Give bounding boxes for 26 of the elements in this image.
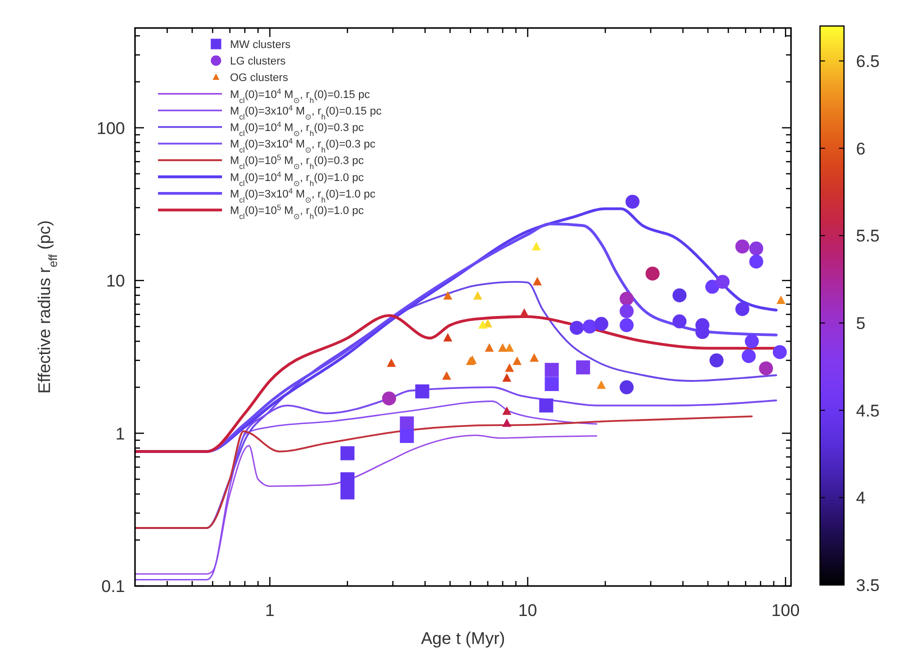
y-tick-label: 0.1 [101, 577, 125, 596]
y-tick-label: 100 [96, 118, 125, 138]
x-tick-label: 10 [518, 601, 538, 620]
text: M$_{cl}$(0)=10$^{4}$ M$_{⊙}$, r$_{h}$(0)=1.0 pc [230, 169, 364, 188]
x-axis-title: Age t (Myr) [420, 629, 506, 648]
x-tick-label: 100 [771, 601, 800, 620]
color-bar-label: 5.5 [856, 226, 880, 246]
text: M$_{cl}$(0)=10$^{4}$ M$_{⊙}$, r$_{h}$(0)=0.3 pc [230, 120, 364, 138]
text: M$_{cl}$(0)=10$^{5}$ M$_{⊙}$, r$_{h}$(0)=1.0 pc [230, 202, 364, 220]
text: M$_{cl}$(0)=10$^{4}$ M$_{⊙}$, r$_{h}$(0)=0.15 pc [230, 86, 370, 104]
text: M$_{cl}$(0)=3x10$^{4}$ M$_{⊙}$, r$_{h}$(0)=0.15 pc [230, 102, 382, 121]
legend-label: LG clusters [230, 56, 286, 68]
color-bar-label: 3.5 [856, 576, 880, 595]
color-bar-label: 4 [856, 488, 866, 508]
text: M$_{cl}$(0)=10$^{5}$ M$_{⊙}$, r$_{h}$(0)=0.3 pc [230, 152, 364, 171]
x-tick-label: 1 [265, 601, 275, 620]
color-bar-label: 4.5 [856, 401, 880, 420]
color-bar-label: 6 [856, 139, 866, 158]
legend-label: MW clusters [230, 39, 291, 51]
text: M$_{cl}$(0)=3x10$^{4}$ M$_{⊙}$, r$_{h}$(0)=0.3 pc [230, 136, 376, 154]
y-tick-label: 1 [116, 424, 125, 444]
color-bar-label: 5 [856, 314, 866, 333]
text: M$_{cl}$(0)=3x10$^{4}$ M$_{⊙}$, r$_{h}$(0)=1.0 pc [230, 186, 376, 204]
y-tick-label: 10 [106, 272, 125, 291]
legend-label: OG clusters [230, 72, 289, 84]
color-bar-label: 6.5 [856, 52, 880, 71]
